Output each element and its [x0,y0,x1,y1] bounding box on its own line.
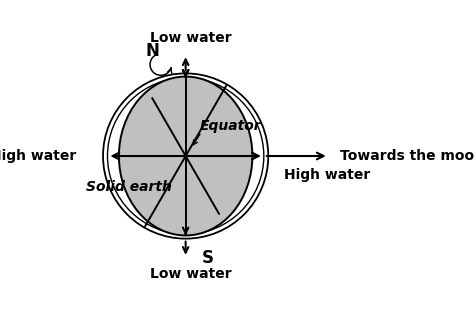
Text: Low water: Low water [150,31,231,45]
Text: High water: High water [0,149,76,163]
Text: Solid earth: Solid earth [86,179,172,193]
Text: Equator: Equator [200,119,261,133]
Text: Low water: Low water [150,267,231,281]
Text: S: S [202,249,214,267]
Text: Towards the moon: Towards the moon [340,149,474,163]
Text: N: N [146,41,160,60]
Text: High water: High water [284,168,370,182]
Ellipse shape [119,76,252,236]
